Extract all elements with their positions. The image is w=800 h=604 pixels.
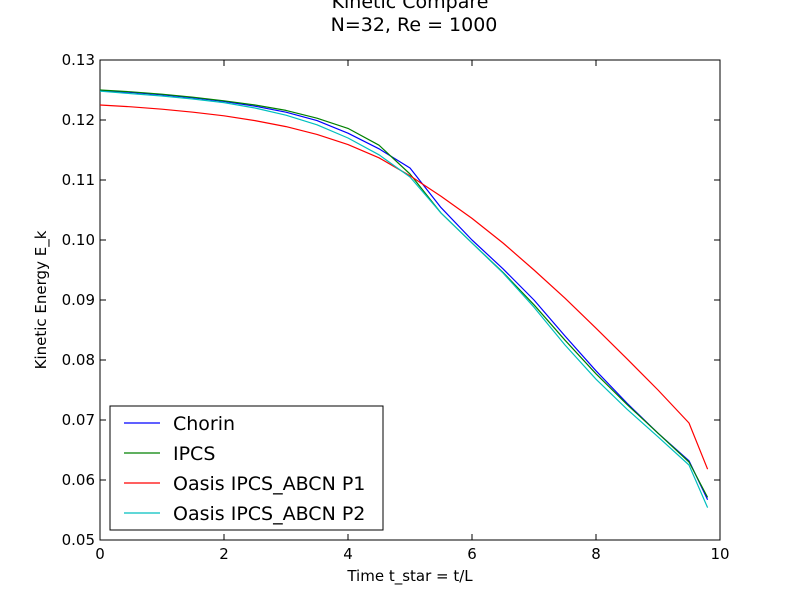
x-tick-label: 2 (219, 545, 229, 563)
series-layer (99, 89, 709, 508)
legend-label-4: Oasis IPCS_ABCN P2 (173, 503, 365, 525)
y-tick-label: 0.07 (62, 411, 95, 429)
x-tick-label: 0 (95, 545, 105, 563)
y-tick-label: 0.05 (62, 531, 95, 549)
x-tick-label: 4 (343, 545, 353, 563)
legend: Chorin IPCS Oasis IPCS_ABCN P1 Oasis IPCS_A… (109, 405, 384, 531)
legend-label-2: IPCS (173, 443, 215, 465)
ticks-layer: 0 2 4 6 8 10 0.05 0.06 0.07 0.08 0.09 0.10 0.11 0.12 0… (62, 51, 730, 563)
chart-title: Kinetic Compare (332, 0, 489, 13)
y-axis-label: Kinetic Energy E_k (32, 230, 51, 369)
x-tick-label: 8 (591, 545, 601, 563)
y-tick-label: 0.10 (62, 231, 95, 249)
chart-subtitle: N=32, Re = 1000 (331, 14, 498, 36)
y-tick-label: 0.11 (62, 171, 95, 189)
y-tick-label: 0.06 (62, 471, 95, 489)
y-tick-label: 0.08 (62, 351, 95, 369)
legend-label-3: Oasis IPCS_ABCN P1 (173, 473, 365, 495)
y-tick-label: 0.12 (62, 111, 95, 129)
x-tick-label: 6 (467, 545, 477, 563)
x-tick-label: 10 (710, 545, 729, 563)
y-tick-label: 0.09 (62, 291, 95, 309)
y-tick-label: 0.13 (62, 51, 95, 69)
x-axis-label: Time t_star = t/L (346, 567, 473, 586)
legend-box (109, 405, 384, 531)
series-line-3 (99, 104, 709, 470)
series-line-4 (99, 90, 709, 508)
legend-items: Chorin IPCS Oasis IPCS_ABCN P1 Oasis IPCS_A… (124, 413, 365, 525)
series-line-2 (99, 89, 709, 498)
legend-label-1: Chorin (173, 413, 235, 435)
